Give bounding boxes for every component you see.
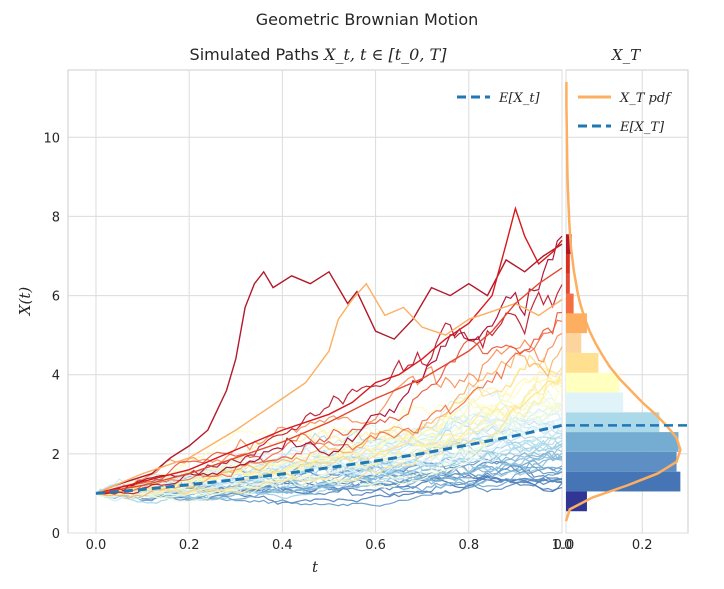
highlight-path	[95, 282, 563, 495]
paths-title-lead: Simulated Paths	[190, 45, 325, 64]
paths-title-math: X_t, t ∈ [t_0, T]	[322, 45, 447, 64]
terminal-histogram-bar	[566, 392, 624, 413]
highlight-path	[95, 243, 563, 495]
paths-y-tick-label: 4	[52, 369, 60, 384]
highlight-path	[95, 206, 563, 495]
terminal-histogram-bar	[566, 352, 599, 373]
simulated-path	[95, 354, 563, 496]
paths-y-tick-label: 10	[43, 131, 60, 146]
terminal-legend: X_T pdf E[X_T]	[578, 91, 672, 135]
paths-plot-area: 0.0 0.2 0.4 0.6 0.8 1.0 0 2 4 6 8 10 E[X_t]	[43, 69, 573, 553]
simulated-path	[95, 389, 563, 501]
simulated-path	[95, 471, 563, 507]
simulated-paths	[95, 235, 563, 507]
highlight-path	[95, 267, 563, 495]
simulated-path	[95, 311, 563, 495]
terminal-histogram-bar	[566, 412, 660, 433]
terminal-histogram-bar	[566, 333, 582, 353]
simulated-path	[95, 235, 563, 494]
paths-y-tick-label: 0	[52, 527, 60, 542]
paths-x-tick-label: 0.0	[86, 538, 107, 553]
terminal-histogram-bar	[566, 451, 677, 472]
paths-panel-title: Simulated Paths X_t, t ∈ [t_0, T]	[190, 45, 448, 64]
terminal-panel-title: X_T	[611, 46, 641, 64]
paths-y-tick-label: 2	[52, 448, 60, 463]
terminal-histogram	[566, 234, 681, 512]
terminal-histogram-bar	[566, 372, 620, 393]
terminal-x-tick-label: 0.0	[554, 538, 575, 553]
paths-y-tick-labels: 0 2 4 6 8 10	[43, 131, 60, 542]
terminal-histogram-bar	[566, 273, 570, 294]
paths-x-tick-labels: 0.0 0.2 0.4 0.6 0.8 1.0	[86, 538, 573, 553]
terminal-x-tick-labels: 0.0 0.2	[554, 538, 653, 553]
simulated-path	[95, 332, 563, 494]
terminal-histogram-bar	[566, 313, 587, 334]
paths-x-tick-label: 1.0	[552, 538, 573, 553]
paths-y-tick-label: 8	[52, 210, 60, 225]
figure-suptitle: Geometric Brownian Motion	[256, 10, 479, 29]
simulated-path	[95, 284, 563, 495]
paths-x-axis-label: t	[312, 558, 319, 576]
terminal-histogram-bar	[566, 293, 574, 314]
paths-legend-label-expected: E[X_t]	[498, 91, 541, 106]
paths-x-tick-label: 0.8	[458, 538, 479, 553]
terminal-histogram-bar	[566, 491, 587, 512]
terminal-legend-label-expected: E[X_T]	[619, 120, 665, 135]
paths-legend: E[X_t]	[457, 91, 541, 106]
simulated-path	[95, 402, 563, 503]
terminal-pdf-curve	[564, 81, 682, 522]
simulated-path	[95, 415, 563, 497]
paths-x-tick-label: 0.2	[179, 538, 200, 553]
simulated-path	[95, 346, 563, 499]
paths-x-tick-label: 0.4	[272, 538, 293, 553]
terminal-legend-label-pdf: X_T pdf	[619, 91, 672, 106]
terminal-histogram-bar	[566, 471, 681, 492]
expected-value-curve	[95, 423, 563, 495]
paths-gridlines	[68, 70, 563, 534]
terminal-plot-area: 0.0 0.2 X_T pdf E[X_T]	[554, 69, 689, 553]
highlight-paths	[95, 206, 563, 495]
simulated-path	[95, 386, 563, 498]
terminal-x-tick-label: 0.2	[632, 538, 653, 553]
terminal-histogram-bar	[566, 432, 679, 452]
terminal-histogram-bar	[566, 254, 570, 274]
terminal-histogram-bar	[566, 234, 572, 255]
simulated-path	[95, 319, 563, 495]
paths-y-axis-label: X(t)	[16, 287, 34, 317]
paths-x-tick-label: 0.6	[365, 538, 386, 553]
paths-y-tick-label: 6	[52, 290, 60, 305]
